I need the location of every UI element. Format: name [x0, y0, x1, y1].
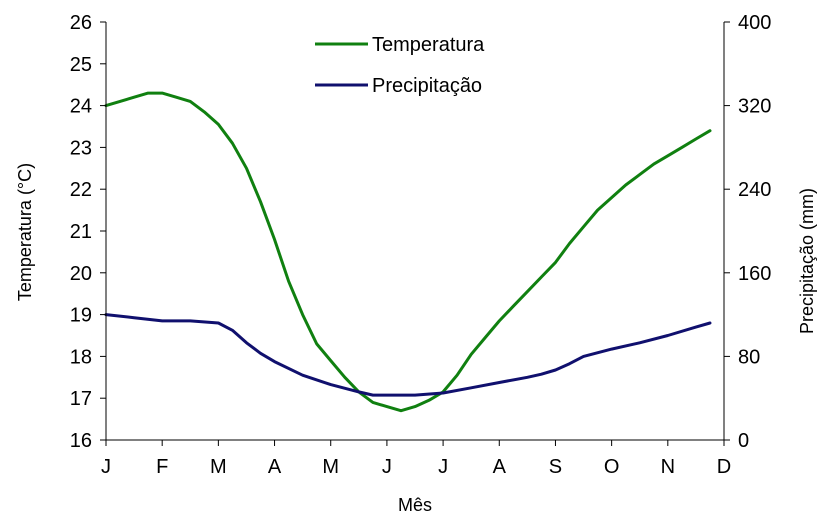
y-right-tick-label: 240	[738, 179, 771, 201]
y-left-tick-label: 16	[70, 430, 92, 452]
x-tick-label: F	[156, 456, 168, 478]
y-left-tick-label: 18	[70, 346, 92, 368]
y-left-tick-label: 19	[70, 305, 92, 327]
x-tick-label: J	[438, 456, 448, 478]
y-left-tick-label: 17	[70, 388, 92, 410]
y-left-tick-label: 22	[70, 179, 92, 201]
x-tick-label: S	[549, 456, 562, 478]
y-left-tick-label: 23	[70, 137, 92, 159]
x-tick-label: N	[661, 456, 675, 478]
y-right-tick-label: 0	[738, 430, 749, 452]
y-left-tick-label: 20	[70, 263, 92, 285]
x-tick-label: J	[382, 456, 392, 478]
x-tick-label: M	[210, 456, 227, 478]
y-left-axis-title: Temperatura (°C)	[15, 163, 35, 301]
x-tick-label: M	[322, 456, 339, 478]
y-left-tick-label: 21	[70, 221, 92, 243]
x-tick-label: D	[717, 456, 731, 478]
series-line-temperatura	[104, 91, 712, 413]
legend-label-temperatura: Temperatura	[372, 34, 485, 56]
x-tick-label: A	[493, 456, 507, 478]
series-line-precipitacao	[104, 313, 712, 397]
legend-label-precipitacao: Precipitação	[372, 75, 482, 97]
y-right-tick-label: 320	[738, 96, 771, 118]
x-tick-label: A	[268, 456, 282, 478]
y-left-tick-label: 26	[70, 12, 92, 34]
y-right-axis-title: Precipitação (mm)	[797, 188, 817, 334]
legend: Temperatura Precipitação	[315, 34, 485, 97]
x-tick-label: J	[101, 456, 111, 478]
y-right-tick-label: 80	[738, 346, 760, 368]
series-layer	[104, 91, 712, 413]
y-left-tick-label: 24	[70, 96, 92, 118]
x-tick-label: O	[604, 456, 620, 478]
ticks-layer: 16 17 18 19 20 21 22 23 24 25 26 0 80 160 240 320 400 J F M…	[70, 12, 772, 478]
y-right-tick-label: 400	[738, 12, 771, 34]
y-left-tick-label: 25	[70, 54, 92, 76]
x-axis-title: Mês	[398, 495, 432, 515]
y-right-tick-label: 160	[738, 263, 771, 285]
